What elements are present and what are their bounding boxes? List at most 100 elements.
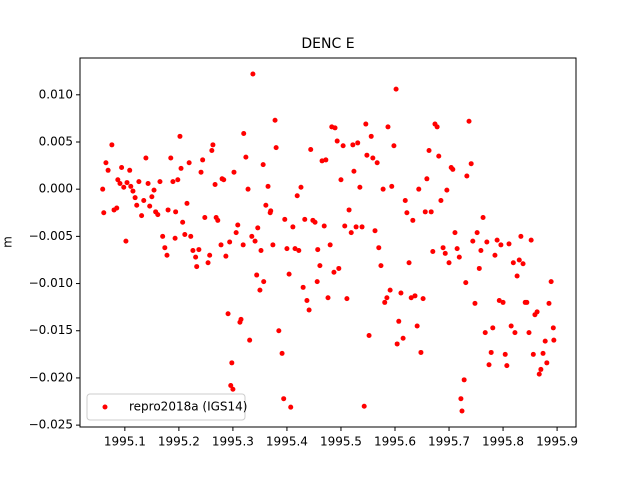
point: [306, 307, 312, 313]
point: [350, 142, 356, 148]
point: [387, 287, 393, 293]
point: [227, 239, 233, 245]
point: [284, 246, 290, 252]
point: [273, 145, 279, 151]
point: [450, 166, 456, 172]
point: [194, 264, 200, 270]
point: [340, 143, 346, 149]
point: [292, 246, 298, 252]
point: [461, 377, 467, 383]
point: [410, 217, 416, 223]
legend-box: [86, 393, 246, 421]
point: [304, 298, 310, 304]
point: [279, 350, 285, 356]
point: [466, 118, 472, 124]
point: [238, 316, 244, 322]
point: [353, 224, 359, 230]
point: [229, 360, 235, 366]
point: [210, 142, 216, 148]
point: [400, 335, 406, 341]
point: [528, 237, 534, 243]
point: [240, 242, 246, 248]
point: [414, 323, 420, 329]
point: [276, 328, 282, 334]
point: [364, 152, 370, 158]
point: [100, 186, 106, 192]
point: [422, 209, 428, 215]
point: [454, 246, 460, 252]
point: [456, 254, 462, 260]
point: [536, 371, 542, 377]
point: [209, 147, 215, 153]
point: [468, 161, 474, 167]
point: [424, 176, 430, 182]
point: [258, 248, 264, 254]
point: [488, 349, 494, 355]
point: [177, 133, 183, 139]
x-tick-label: 1995.9: [536, 435, 578, 449]
point: [139, 213, 145, 219]
point: [136, 179, 142, 185]
point: [218, 242, 224, 248]
point: [265, 183, 271, 189]
point: [548, 279, 554, 285]
point: [249, 233, 255, 239]
point: [470, 238, 476, 244]
point: [332, 125, 338, 131]
y-tick-label: −0.020: [29, 370, 73, 384]
point: [374, 160, 380, 166]
y-tick-label: 0.000: [39, 182, 73, 196]
point: [510, 260, 516, 266]
point: [215, 217, 221, 223]
point: [119, 164, 125, 170]
axes-frame: [79, 57, 577, 428]
point: [257, 287, 263, 293]
y-tick-label: −0.010: [29, 276, 73, 290]
point: [314, 279, 320, 285]
point: [385, 124, 391, 130]
point: [366, 332, 372, 338]
point: [540, 350, 546, 356]
point: [428, 209, 434, 215]
point: [325, 295, 331, 301]
point: [186, 160, 192, 166]
point: [530, 351, 536, 357]
y-tick-label: 0.010: [39, 87, 73, 101]
point: [184, 200, 190, 206]
point: [300, 284, 306, 290]
point: [348, 230, 354, 236]
point: [103, 160, 109, 166]
point: [484, 239, 490, 245]
point: [281, 396, 287, 402]
point: [223, 253, 229, 259]
point: [290, 224, 296, 230]
x-tick-label: 1995.1: [104, 435, 146, 449]
point: [361, 403, 367, 409]
x-tick-label: 1995.2: [158, 435, 200, 449]
point: [260, 162, 266, 168]
point: [520, 261, 526, 267]
x-tick-label: 1995.8: [482, 435, 524, 449]
point: [308, 147, 314, 153]
point: [359, 224, 365, 230]
point: [389, 183, 395, 189]
point: [418, 349, 424, 355]
point: [124, 180, 130, 186]
point: [282, 216, 288, 222]
point: [252, 238, 258, 244]
point: [391, 143, 397, 149]
point: [408, 295, 414, 301]
point: [355, 140, 361, 146]
point: [202, 214, 208, 220]
x-tick-label: 1995.6: [374, 435, 416, 449]
point: [115, 177, 121, 183]
point: [296, 248, 302, 254]
point: [317, 263, 323, 269]
point: [472, 300, 478, 306]
point: [372, 228, 378, 234]
point: [444, 187, 450, 193]
point: [442, 250, 448, 256]
point: [254, 272, 260, 278]
point: [357, 184, 363, 190]
point: [196, 247, 202, 253]
